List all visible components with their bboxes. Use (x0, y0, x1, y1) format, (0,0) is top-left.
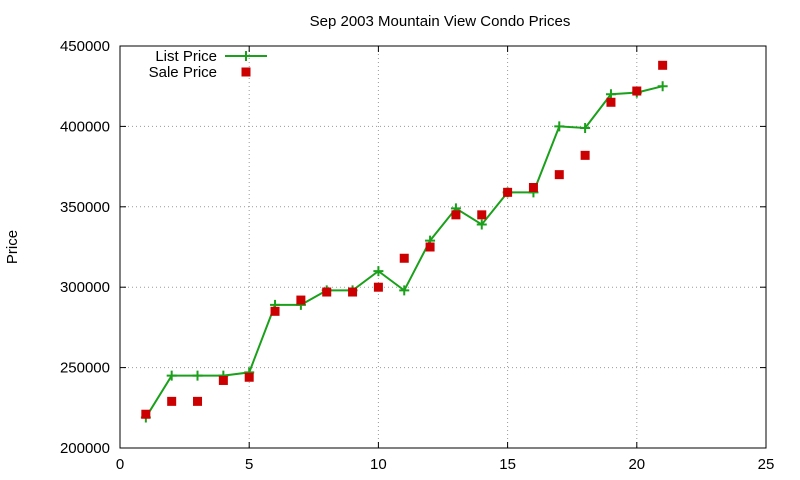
sale-price-point (503, 187, 513, 197)
sale-price-point (580, 150, 590, 160)
grid (120, 46, 766, 448)
y-tick-label: 450000 (60, 38, 110, 55)
legend-marker-sale-price (241, 67, 251, 77)
x-tick-label: 25 (758, 456, 775, 473)
x-tick-label: 20 (628, 456, 645, 473)
sale-price-point (322, 287, 332, 297)
y-tick-label: 250000 (60, 360, 110, 377)
list-price-point (580, 123, 591, 134)
x-tick-label: 0 (116, 456, 124, 473)
chart-title: Sep 2003 Mountain View Condo Prices (310, 13, 571, 30)
sale-price-point (348, 287, 358, 297)
x-tick-label: 15 (499, 456, 516, 473)
list-price-point (605, 89, 616, 100)
list-price-point (554, 121, 565, 132)
y-tick-label: 350000 (60, 199, 110, 216)
sale-price-point (244, 372, 254, 382)
plot-area-border (119, 45, 767, 449)
x-tick-label: 10 (370, 456, 387, 473)
sale-price-point (193, 396, 203, 406)
sale-price-point (554, 170, 564, 180)
legend-label-sale-price: Sale Price (149, 64, 217, 81)
sale-price-point (658, 60, 668, 70)
sale-price-point (218, 375, 228, 385)
list-price-point (657, 81, 668, 92)
list-price-point (476, 219, 487, 230)
list-price-point (399, 285, 410, 296)
sale-price-point (632, 86, 642, 96)
sale-price-point (425, 242, 435, 252)
y-tick-label: 200000 (60, 440, 110, 457)
sale-price-point (270, 306, 280, 316)
sale-price-point (373, 282, 383, 292)
data-series (140, 60, 668, 423)
sale-price-point (141, 409, 151, 419)
sale-price-point (477, 210, 487, 220)
sale-price-point (167, 396, 177, 406)
y-tick-label: 400000 (60, 118, 110, 135)
sale-price-point (451, 210, 461, 220)
legend-label-list-price: List Price (155, 48, 217, 65)
x-tick-label: 5 (245, 456, 253, 473)
axis-ticks: 0 5 10 15 20 25 200000 250000 300000 350000 400000… (60, 38, 774, 473)
legend-marker-list-price (241, 51, 251, 61)
list-price-point (373, 266, 384, 277)
sale-price-point (528, 183, 538, 193)
sale-price-point (606, 97, 616, 107)
list-price-point (166, 370, 177, 381)
y-tick-label: 300000 (60, 279, 110, 296)
sale-price-point (399, 253, 409, 263)
list-price-point (192, 370, 203, 381)
y-axis-label: Price (4, 230, 21, 264)
sale-price-point (296, 295, 306, 305)
